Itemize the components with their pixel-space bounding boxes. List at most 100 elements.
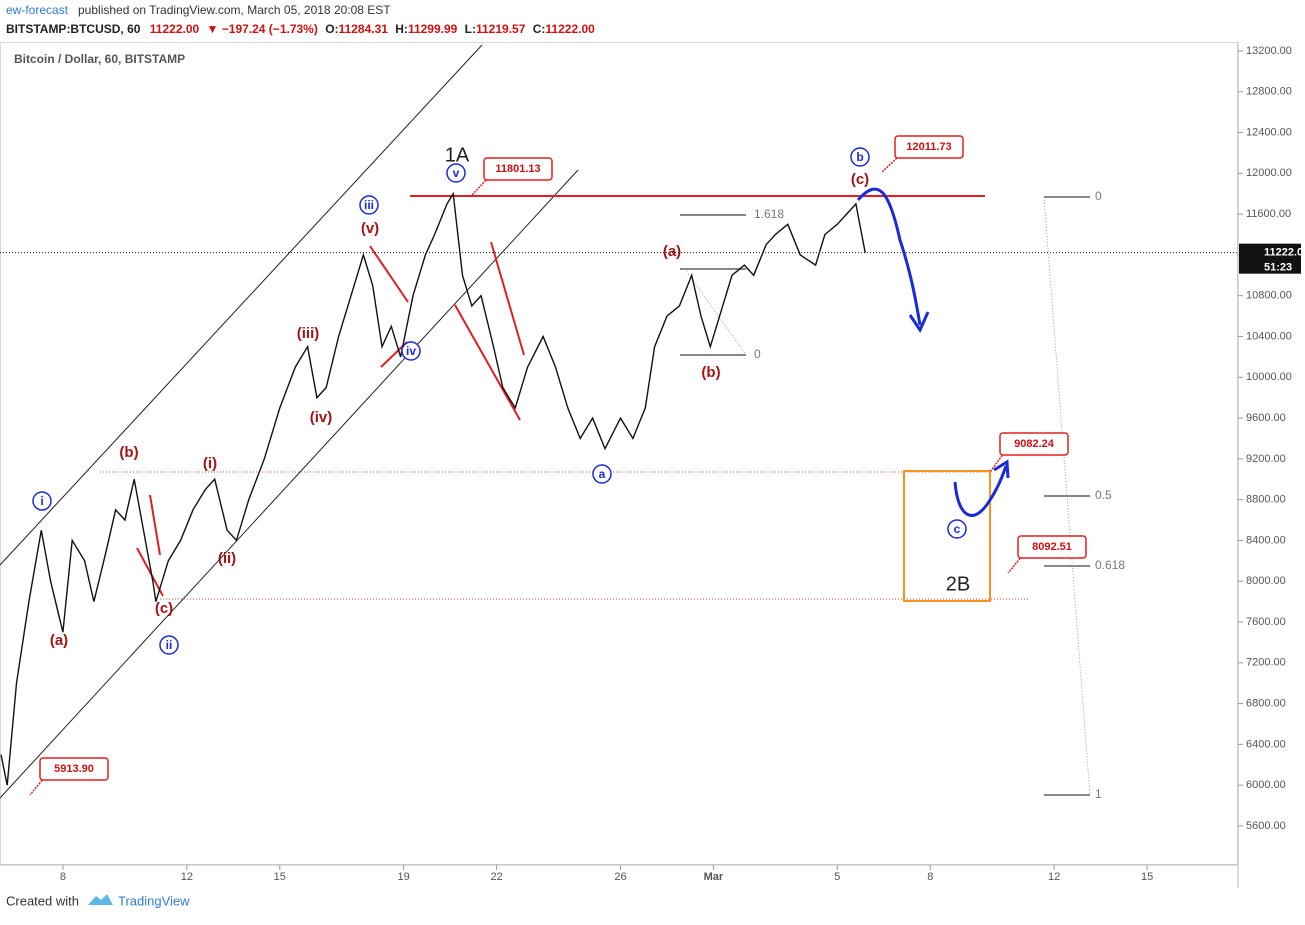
symbol-line: BITSTAMP:BTCUSD, 60 11222.00 ▼ −197.24 (…: [6, 22, 595, 36]
price-box: [483, 157, 553, 181]
c: C:: [533, 22, 546, 36]
pointer: [29, 777, 45, 796]
price-box-label: 12011.73: [906, 141, 951, 153]
price: 11222.00: [150, 22, 200, 36]
wave-circle: [32, 491, 52, 511]
countdown: 51:23: [1264, 262, 1292, 274]
price-box-label: 5913.90: [54, 763, 94, 775]
circled-label: v: [453, 166, 460, 180]
circled-label: iv: [406, 344, 416, 358]
y-tick-label: 6800.00: [1246, 697, 1286, 709]
pointer: [471, 177, 489, 196]
y-tick-label: 6400.00: [1246, 738, 1286, 750]
target-box: [903, 470, 991, 602]
price-box-label: 9082.24: [1014, 438, 1055, 450]
x-tick-label: Mar: [704, 871, 724, 883]
fib-label: 0.5: [1095, 488, 1112, 502]
y-tick-label: 7200.00: [1246, 657, 1286, 669]
l: L:: [465, 22, 476, 36]
wave-label: (i): [203, 455, 217, 472]
x-tick-label: 8: [60, 871, 66, 883]
y-tick-label: 12800.00: [1246, 86, 1292, 98]
projection-arrow: [953, 465, 1008, 517]
wave-label: (iii): [297, 325, 320, 342]
wave-label: (b): [701, 364, 720, 381]
fib-label: 0: [754, 347, 761, 361]
price-box: [999, 432, 1069, 456]
channel-lower: [0, 169, 579, 799]
y-tick-label: 12400.00: [1246, 126, 1292, 138]
drawings: [0, 44, 1091, 799]
wave-circle: [947, 519, 967, 539]
price-line: [0, 191, 866, 786]
x-tick-label: 12: [181, 871, 193, 883]
h-val: 11299.99: [408, 22, 458, 36]
x-tick-label: 12: [1048, 871, 1060, 883]
y-tick-label: 10400.00: [1246, 330, 1292, 342]
wave-label: (ii): [218, 550, 236, 567]
y-tick-label: 9600.00: [1246, 412, 1286, 424]
o: O:: [325, 22, 338, 36]
fib-label: 1: [1095, 787, 1102, 801]
c-val: 11222.00: [545, 22, 595, 36]
circled-label: b: [856, 150, 863, 164]
wave-circle: [359, 195, 379, 215]
y-tick-label: 9200.00: [1246, 453, 1286, 465]
wedge-line: [369, 245, 409, 303]
x-tick-label: 15: [1141, 871, 1153, 883]
y-tick-label: 13200.00: [1246, 45, 1292, 57]
wave-label: (c): [155, 600, 173, 617]
published: published on TradingView.com, March 05, …: [78, 3, 391, 17]
pointer: [989, 452, 1005, 473]
price-box-label: 8092.51: [1032, 541, 1072, 553]
fib-label: 0.618: [1095, 558, 1125, 572]
last-price-box: [1239, 243, 1301, 274]
x-tick-label: 26: [614, 871, 626, 883]
last-price-label: 11222.00: [1264, 247, 1305, 259]
x-tick-label: 5: [834, 871, 840, 883]
wedge-line: [454, 304, 521, 421]
l-val: 11219.57: [476, 22, 526, 36]
wave-label: (iv): [310, 409, 333, 426]
fib-diagonal: [1043, 196, 1091, 796]
y-tick-label: 8400.00: [1246, 534, 1286, 546]
fib-label: 0: [1095, 189, 1102, 203]
y-tick-label: 10000.00: [1246, 371, 1292, 383]
x-tick-label: 8: [927, 871, 933, 883]
price-box: [1017, 535, 1087, 559]
footer-created: Created with: [6, 893, 79, 908]
y-tick-label: 11600.00: [1246, 208, 1291, 220]
wave-label: (v): [361, 220, 379, 237]
fib-diagonal: [684, 268, 747, 356]
change: −197.24 (−1.73%): [222, 22, 318, 36]
author: ew-forecast: [6, 3, 69, 17]
wedge-line: [136, 547, 164, 597]
y-tick-label: 10800.00: [1246, 290, 1292, 302]
y-tick-label: 5600.00: [1246, 820, 1286, 832]
price-box-label: 11801.13: [495, 163, 540, 175]
channel-upper: [0, 44, 483, 566]
wave-label: (a): [50, 632, 68, 649]
circled-label: iii: [364, 198, 374, 212]
y-tick-label: 12000.00: [1246, 167, 1292, 179]
wave-circle: [850, 147, 870, 167]
fib-label: 1.618: [754, 207, 784, 221]
circled-label: i: [40, 494, 43, 508]
y-tick-label: 8000.00: [1246, 575, 1286, 587]
arrow-head: [993, 459, 1010, 479]
y-tick-label: 6000.00: [1246, 779, 1286, 791]
wave-label: (c): [851, 171, 869, 188]
logo: [88, 894, 113, 905]
arrow-head: [908, 311, 930, 334]
wave-label: (b): [119, 444, 138, 461]
price-box: [39, 757, 109, 781]
wave-circle: [401, 341, 421, 361]
circled-label: a: [599, 467, 606, 481]
pointer: [1007, 555, 1023, 574]
big-label: 2B: [946, 573, 970, 595]
circled-label: ii: [166, 638, 173, 652]
chart-title: Bitcoin / Dollar, 60, BITSTAMP: [14, 52, 185, 66]
y-tick-label: 8800.00: [1246, 494, 1286, 506]
